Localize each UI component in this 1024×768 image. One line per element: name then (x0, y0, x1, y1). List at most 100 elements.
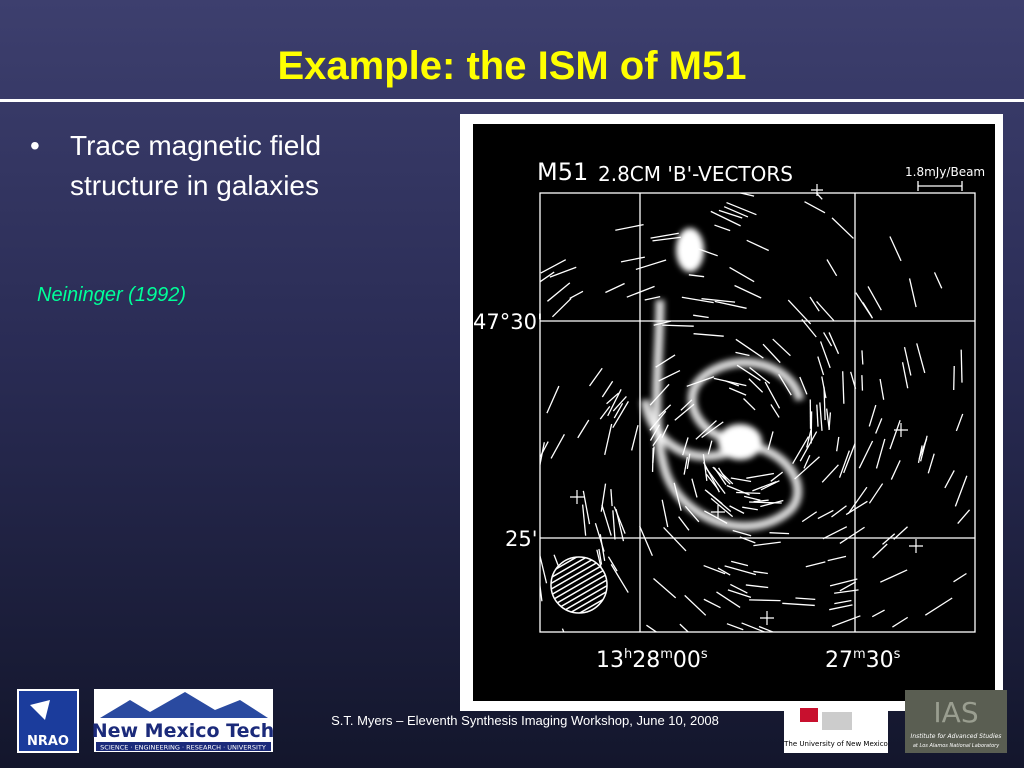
b-vector (834, 599, 852, 605)
b-vector (752, 480, 777, 492)
b-vector (674, 403, 695, 421)
b-vector (817, 356, 825, 376)
b-vector (839, 581, 857, 592)
b-vector (749, 599, 781, 602)
b-vector (551, 297, 572, 318)
b-vector (955, 413, 964, 432)
b-vector (850, 371, 857, 390)
b-vector (600, 483, 607, 512)
b-vector (875, 438, 886, 469)
b-vector (577, 419, 590, 439)
logo-text: The University of New Mexico (783, 740, 888, 748)
b-vector (908, 278, 917, 308)
b-vector (540, 554, 548, 584)
b-vector (847, 486, 868, 515)
b-vector (804, 201, 826, 214)
b-vector (829, 578, 858, 587)
ra-label-part: m (660, 647, 673, 662)
ra-label-part: h (624, 647, 632, 662)
b-vector (691, 478, 698, 498)
b-vector (615, 223, 644, 231)
b-vector (764, 381, 781, 409)
b-vector (901, 362, 909, 389)
ra-label: 27m30s (825, 647, 901, 673)
b-vector (653, 320, 672, 326)
reference-crosses (570, 184, 923, 625)
ias-logo: IAS Institute for Advanced Studies at Lo… (905, 690, 1007, 753)
b-vector (688, 274, 705, 278)
b-vector (704, 466, 726, 494)
b-vector (743, 495, 761, 501)
b-vector (658, 370, 681, 382)
b-vector (843, 443, 856, 474)
b-vector (745, 584, 769, 589)
b-vector (862, 302, 873, 318)
b-vector (601, 380, 614, 398)
b-vector (746, 239, 769, 252)
b-vector (710, 210, 741, 227)
b-vector (686, 376, 715, 387)
b-vector (762, 343, 781, 364)
b-vector (731, 560, 749, 567)
b-vector (823, 332, 833, 347)
b-vector (673, 482, 682, 511)
b-vector (918, 438, 928, 459)
b-vector (753, 570, 768, 575)
b-vector (742, 506, 758, 511)
b-vector (729, 505, 745, 514)
b-vector (903, 346, 912, 376)
b-vector (736, 364, 761, 381)
logo-text: SCIENCE · ENGINEERING · RESEARCH · UNIVE… (100, 744, 266, 752)
b-vector (819, 341, 831, 369)
b-vector (714, 300, 747, 309)
b-vector (889, 420, 901, 450)
b-vector (890, 460, 901, 480)
b-vector (805, 561, 826, 568)
ra-label: 13h28m00s (596, 647, 708, 673)
b-vector (957, 509, 971, 524)
b-vector (916, 343, 926, 374)
coordinate-grid (539, 181, 976, 633)
b-vector (683, 456, 688, 475)
ra-label-part: s (894, 647, 901, 662)
b-vector (816, 404, 819, 427)
b-vector (944, 470, 955, 489)
logo-text: at Los Alamos National Laboratory (913, 743, 1000, 749)
b-vector (697, 248, 718, 257)
b-vector (792, 436, 810, 464)
b-vector (701, 421, 724, 439)
slide-title: Example: the ISM of M51 (277, 44, 747, 88)
b-vector (737, 193, 755, 197)
b-vector (828, 412, 832, 430)
b-vector (610, 564, 629, 593)
b-vector (631, 425, 639, 451)
b-vector (678, 516, 690, 531)
b-vector (540, 580, 543, 602)
b-vector (749, 366, 771, 384)
title-rule (0, 99, 1024, 102)
bullet: Trace magnetic field structure in galaxi… (30, 126, 430, 206)
b-vector (540, 441, 549, 459)
b-vector (710, 497, 734, 518)
b-vector (829, 604, 853, 611)
ra-label-part: s (701, 647, 708, 662)
b-vector (782, 602, 815, 607)
b-vector (868, 483, 884, 504)
b-vector (767, 431, 774, 450)
b-vector (598, 548, 603, 565)
b-vector (693, 314, 709, 319)
figure-label: M51 (537, 158, 588, 186)
logo-text: NRAO (27, 734, 69, 749)
b-vector (612, 401, 629, 429)
b-vector (816, 300, 835, 322)
b-vector (770, 471, 784, 482)
b-vector (735, 351, 750, 357)
b-vector (661, 424, 669, 438)
b-vector (649, 424, 661, 441)
b-vector (649, 383, 670, 406)
b-vector (868, 404, 877, 427)
b-vector (839, 526, 865, 544)
b-vector (953, 366, 955, 391)
b-vector (924, 597, 953, 616)
